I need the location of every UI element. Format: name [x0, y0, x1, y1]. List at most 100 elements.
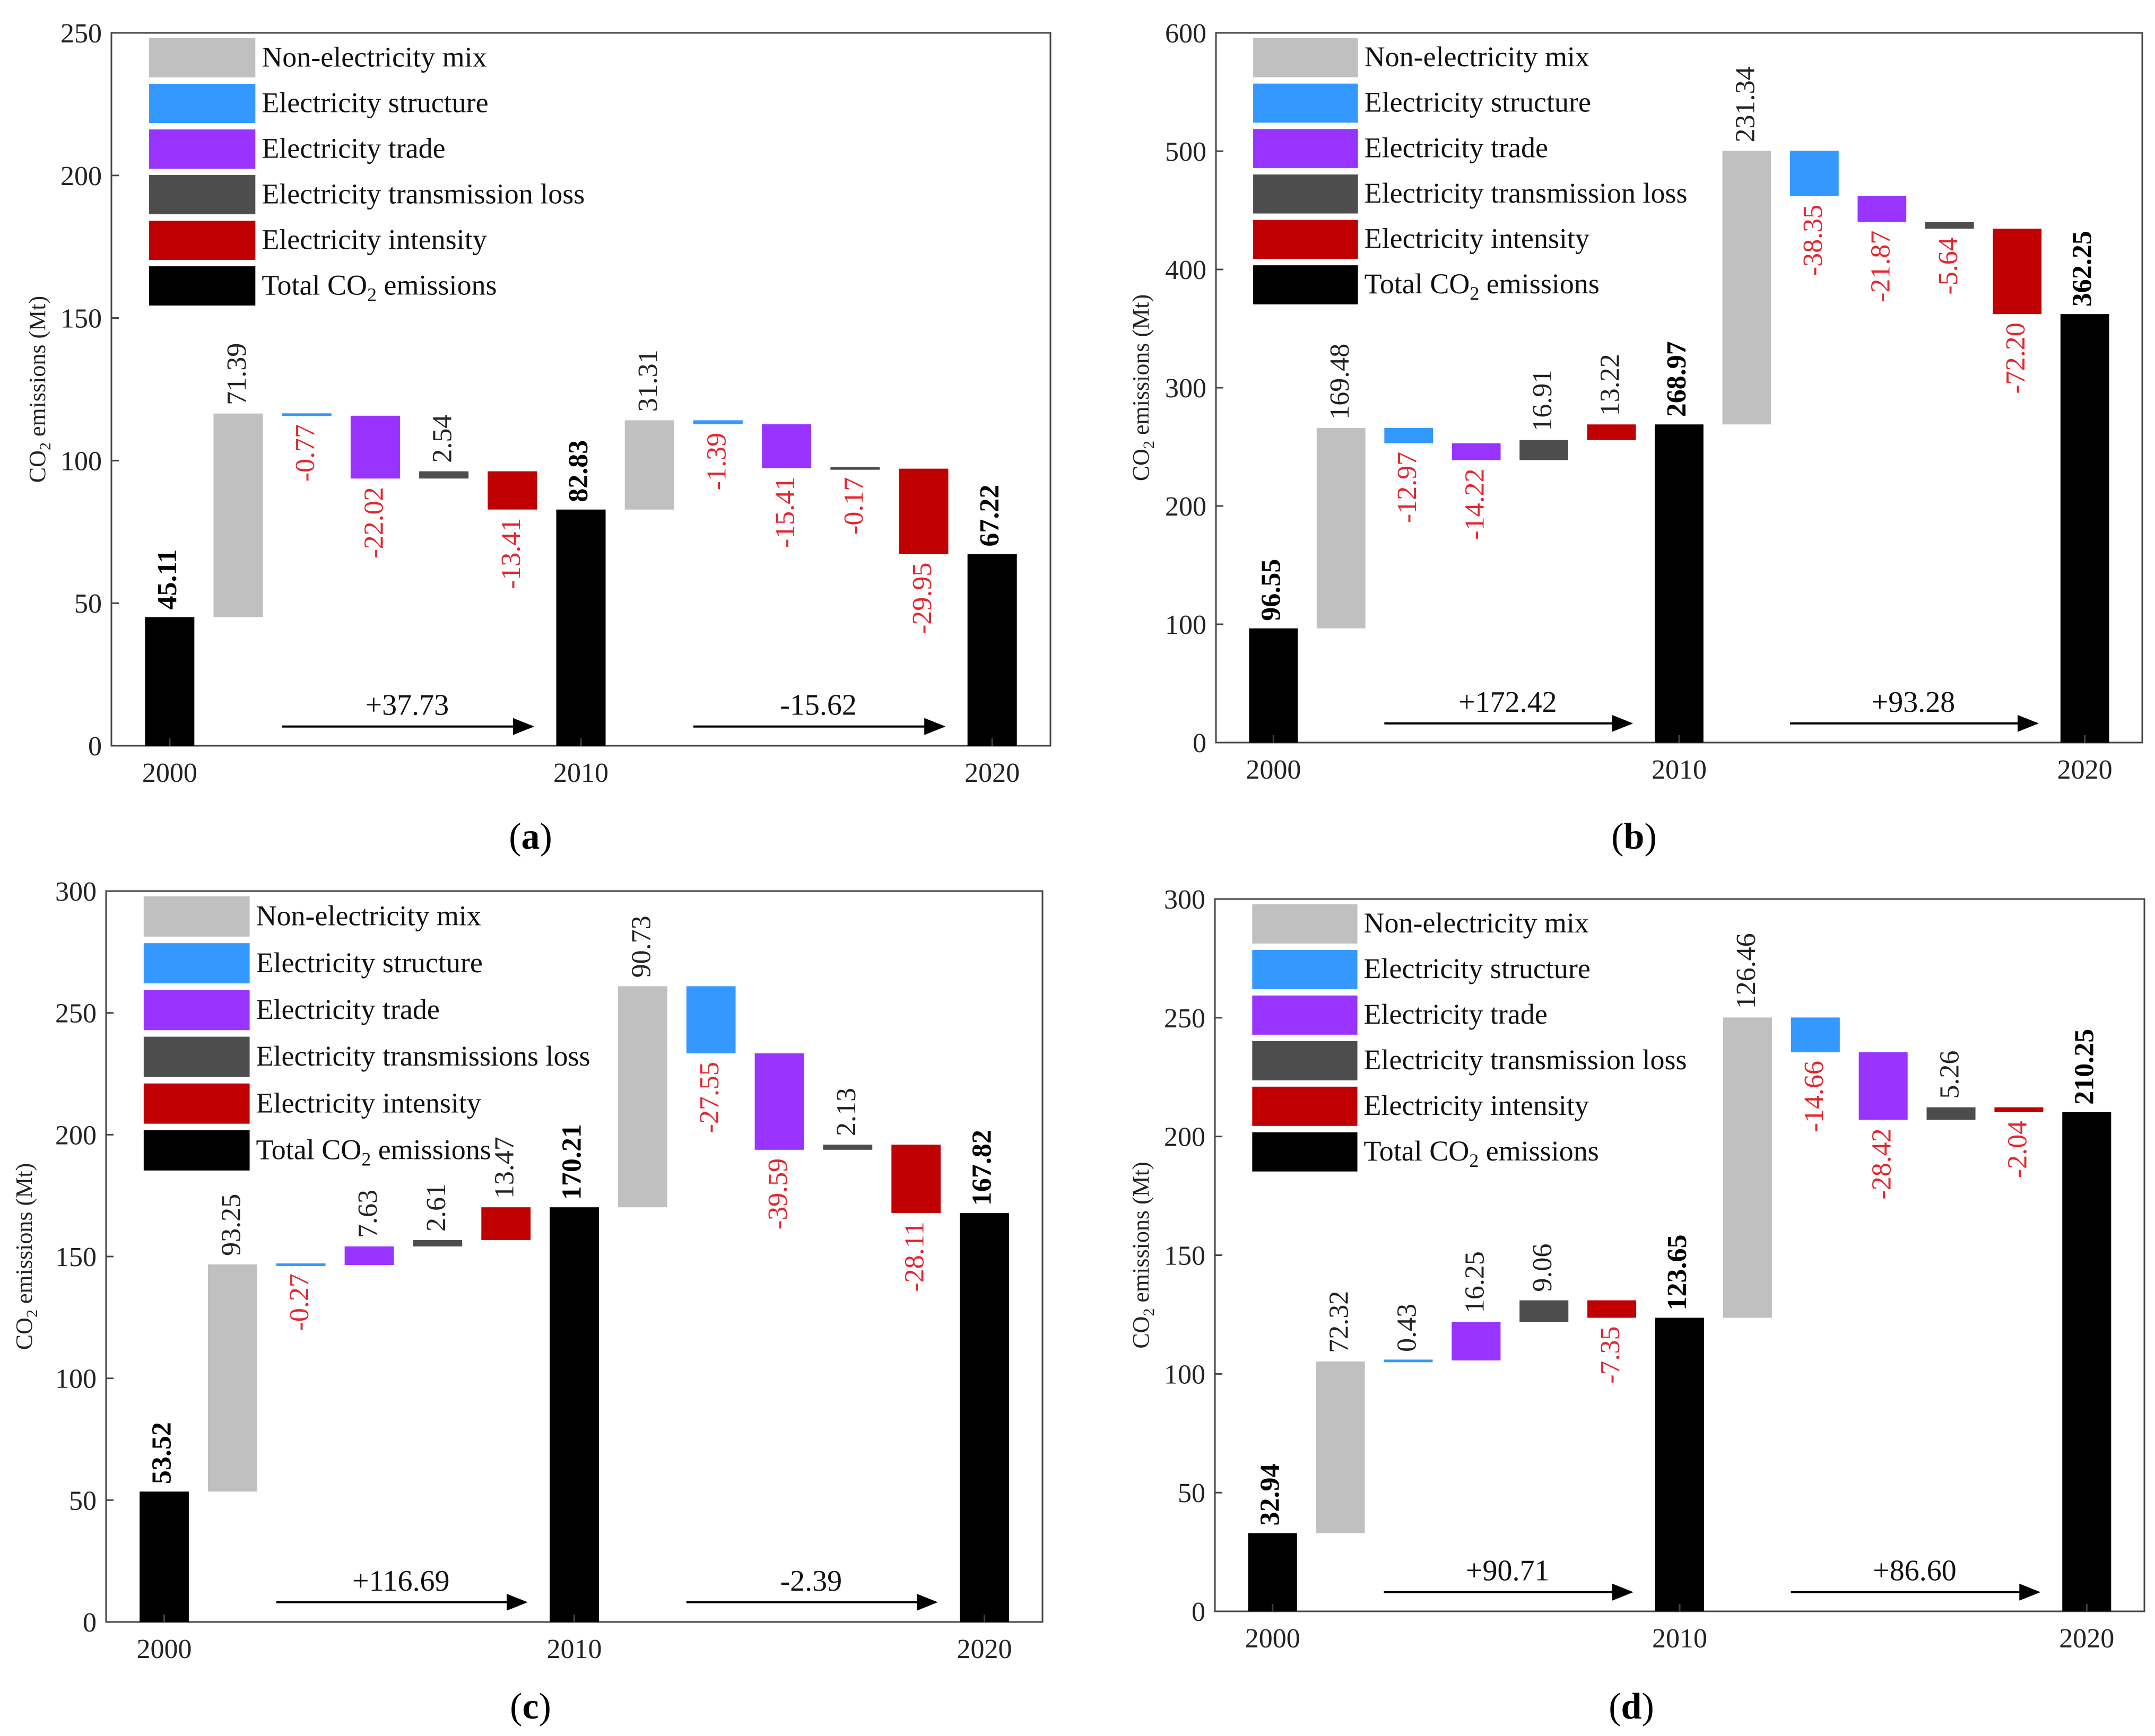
total-bar-2010	[1655, 424, 1704, 743]
y-tick-label: 100	[60, 446, 102, 476]
legend-label: Electricity intensity	[262, 223, 486, 255]
x-tick-label: 2010	[1652, 1624, 1707, 1654]
contribution-bar	[899, 468, 949, 554]
chart-panel-a: 0 50 100 150 200 250 CO2 emissions (Mt) 45.11 20…	[24, 19, 1052, 857]
panel-caption: (b)	[1611, 816, 1657, 857]
total-bar-2020	[2062, 1112, 2111, 1611]
total-label: 170.21	[557, 1124, 587, 1200]
contribution-bar	[1519, 440, 1568, 460]
total-bar-2020	[960, 1213, 1009, 1622]
contribution-bar	[350, 415, 400, 479]
panel-caption: (c)	[510, 1686, 551, 1727]
contribution-bar	[1722, 151, 1771, 425]
y-tick-label: 150	[60, 304, 102, 334]
contribution-bar	[1587, 1300, 1637, 1318]
contribution-label: 72.32	[1324, 1291, 1354, 1353]
change-label: +90.71	[1466, 1555, 1550, 1587]
y-tick-label: 50	[1178, 1478, 1205, 1508]
legend-swatch	[1252, 949, 1358, 989]
contribution-bar	[686, 986, 736, 1053]
contribution-label: 2.13	[831, 1088, 862, 1136]
contribution-bar	[1925, 222, 1974, 229]
total-label: 123.65	[1662, 1234, 1692, 1310]
contribution-label: -14.66	[1799, 1061, 1829, 1132]
legend-swatch	[1252, 995, 1358, 1035]
x-tick-label: 2000	[142, 758, 197, 788]
contribution-bar	[1452, 443, 1501, 460]
contribution-label: 90.73	[626, 915, 656, 978]
y-axis-label: CO2 emissions (Mt)	[1128, 294, 1158, 481]
y-tick-label: 250	[60, 19, 102, 49]
legend-label: Total CO2 emissions	[1364, 1135, 1599, 1171]
contribution-label: 231.34	[1730, 66, 1760, 142]
contribution-bar	[1926, 1107, 1976, 1120]
y-tick-label: 300	[55, 877, 97, 907]
y-tick-label: 400	[1165, 255, 1206, 285]
legend-label: Electricity trade	[256, 993, 440, 1025]
legend-swatch	[149, 266, 256, 306]
contribution-label: -12.97	[1392, 452, 1422, 523]
legend-swatch	[149, 221, 256, 260]
legend-label: Electricity transmission loss	[1365, 177, 1688, 209]
legend-swatch	[143, 943, 250, 984]
y-tick-label: 100	[1164, 1359, 1205, 1390]
contribution-label: -28.11	[900, 1222, 930, 1292]
total-bar-2000	[1248, 1533, 1297, 1611]
legend-swatch	[1253, 220, 1358, 259]
x-tick-label: 2010	[553, 758, 609, 788]
y-tick-label: 500	[1165, 137, 1206, 167]
legend-swatch	[143, 896, 250, 937]
legend-label: Electricity intensity	[1365, 223, 1589, 255]
y-tick-label: 200	[1164, 1122, 1205, 1153]
contribution-label: 7.63	[353, 1190, 383, 1238]
contribution-label: -0.27	[284, 1273, 315, 1331]
contribution-bar	[213, 413, 263, 617]
legend-swatch	[149, 129, 256, 169]
contribution-label: -5.64	[1933, 237, 1963, 294]
contribution-bar	[830, 467, 880, 470]
contribution-bar	[762, 424, 812, 468]
total-bar-2010	[1655, 1318, 1705, 1611]
contribution-label: -21.87	[1865, 231, 1896, 302]
contribution-label: -7.35	[1595, 1326, 1626, 1383]
contribution-bar	[1587, 424, 1636, 440]
legend-label: Electricity trade	[262, 132, 445, 164]
x-tick-label: 2020	[2057, 755, 2113, 785]
contribution-label: 16.25	[1459, 1251, 1490, 1313]
contribution-label: 16.91	[1527, 370, 1558, 432]
chart-panel-c: 0 50 100 150 200 250 300 CO2 emissions (Mt) 53.5…	[11, 877, 1044, 1727]
contribution-label: -1.39	[701, 433, 732, 490]
contribution-label: -38.35	[1798, 205, 1828, 276]
total-label: 53.52	[147, 1422, 177, 1484]
y-tick-label: 50	[69, 1486, 97, 1516]
contribution-bar	[624, 420, 674, 510]
legend-swatch	[1253, 83, 1358, 123]
y-tick-label: 250	[1164, 1004, 1205, 1034]
contribution-label: 13.47	[490, 1137, 520, 1199]
total-bar-2000	[145, 617, 195, 746]
y-tick-label: 250	[55, 999, 97, 1029]
total-label: 268.97	[1662, 341, 1692, 417]
legend-swatch	[1252, 1132, 1358, 1172]
legend-swatch	[1252, 1086, 1358, 1126]
contribution-bar	[1994, 1107, 2044, 1112]
contribution-bar	[891, 1145, 941, 1214]
change-label: +116.69	[352, 1565, 450, 1598]
legend-label: Electricity intensity	[256, 1087, 481, 1119]
contribution-label: 169.48	[1325, 344, 1355, 420]
legend-label: Electricity intensity	[1364, 1089, 1589, 1121]
contribution-label: -27.55	[694, 1062, 725, 1133]
contribution-bar	[1791, 1017, 1840, 1052]
total-label: 362.25	[2067, 231, 2098, 307]
contribution-bar	[1790, 151, 1839, 196]
legend-label: Total CO2 emissions	[262, 269, 497, 305]
contribution-bar	[488, 471, 537, 510]
y-axis-label: CO2 emissions (Mt)	[11, 1163, 41, 1350]
legend-label: Electricity transmission loss	[262, 178, 585, 210]
contribution-bar	[276, 1263, 326, 1266]
legend-label: Non-electricity mix	[1364, 907, 1589, 939]
total-label: 67.22	[975, 485, 1005, 547]
total-bar-2010	[556, 509, 606, 746]
